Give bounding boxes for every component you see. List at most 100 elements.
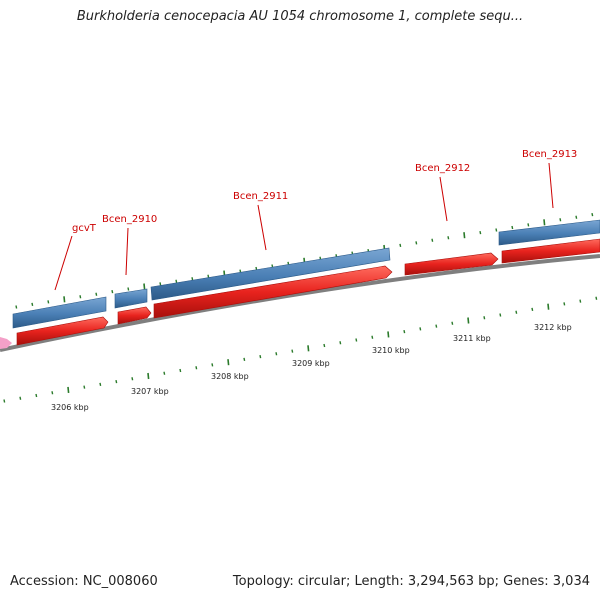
lower-tick-mark — [499, 313, 502, 317]
gene-bcen-2913-reverse[interactable] — [501, 238, 600, 264]
upper-tick-mark — [415, 241, 418, 245]
lower-tick-mark — [355, 338, 358, 342]
upper-tick-mark — [447, 236, 450, 240]
reverse-strand-genes — [16, 238, 600, 346]
lower-tick-mark — [3, 399, 6, 403]
gene-bcen-2911-forward[interactable] — [150, 247, 391, 301]
gene-bcen-2910-forward[interactable] — [114, 288, 148, 309]
upper-tick-mark — [175, 279, 178, 283]
kbp-label-3211: 3211 kbp — [453, 334, 491, 343]
leader-bcen-2911 — [257, 204, 267, 251]
upper-tick-mark — [47, 300, 50, 304]
upper-tick-mark — [399, 243, 402, 248]
upper-tick-mark — [463, 232, 466, 239]
lower-tick-mark — [291, 349, 294, 353]
lower-tick-mark — [179, 368, 182, 373]
lower-tick-mark — [419, 327, 422, 331]
gene-gcvT-forward[interactable] — [12, 296, 107, 329]
kbp-label-3209: 3209 kbp — [292, 359, 330, 368]
gene-label-bcen-2913[interactable]: Bcen_2913 — [522, 149, 577, 160]
lower-tick-mark — [211, 363, 214, 367]
gene-gcvT-reverse[interactable] — [16, 316, 109, 346]
lower-tick-mark — [275, 352, 278, 356]
kbp-label-3206: 3206 kbp — [51, 403, 89, 412]
leader-bcen-2912 — [439, 176, 448, 222]
lower-tick-mark — [339, 341, 342, 345]
upper-tick-mark — [543, 219, 546, 226]
accession-text: Accession: NC_008060 — [10, 574, 158, 589]
forward-strand-genes — [12, 219, 600, 329]
gene-label-gcvT[interactable]: gcvT — [72, 223, 97, 234]
lower-tick-mark — [19, 396, 22, 400]
upper-tick-mark — [495, 228, 498, 232]
lower-tick-mark — [467, 317, 470, 324]
upper-tick-mark — [143, 283, 146, 290]
kbp-labels: 3206 kbp 3207 kbp 3208 kbp 3209 kbp 3210… — [51, 323, 572, 412]
lower-tick-mark — [563, 302, 566, 306]
lower-tick-mark — [243, 357, 246, 362]
kbp-label-3210: 3210 kbp — [372, 346, 410, 355]
upper-tick-mark — [63, 296, 66, 303]
gene-bcen-2913-forward[interactable] — [498, 219, 600, 246]
upper-tick-mark — [527, 223, 530, 227]
lower-tick-mark — [195, 366, 198, 370]
lower-tick-mark — [483, 316, 486, 320]
upper-tick-mark — [79, 295, 82, 299]
upper-tick-mark — [559, 218, 562, 222]
kbp-label-3208: 3208 kbp — [211, 372, 249, 381]
upper-tick-mark — [191, 277, 194, 281]
lower-tick-mark — [451, 321, 454, 325]
kbp-label-3207: 3207 kbp — [131, 387, 169, 396]
upper-tick-mark — [431, 238, 434, 242]
chromosome-backbone — [0, 254, 600, 352]
upper-tick-mark — [31, 302, 34, 307]
lower-tick-mark — [435, 324, 438, 328]
gene-label-bcen-2911[interactable]: Bcen_2911 — [233, 191, 288, 202]
upper-tick-mark — [207, 274, 210, 278]
lower-tick-mark — [131, 377, 134, 381]
upper-tick-mark — [111, 289, 114, 294]
lower-tick-mark — [67, 386, 70, 393]
lower-tick-row — [3, 296, 598, 403]
lower-tick-mark — [83, 385, 86, 389]
lower-tick-mark — [307, 345, 310, 352]
lower-tick-mark — [531, 307, 534, 312]
lower-tick-mark — [403, 329, 406, 334]
gene-label-bcen-2910[interactable]: Bcen_2910 — [102, 214, 157, 225]
kbp-label-3212: 3212 kbp — [534, 323, 572, 332]
lower-tick-mark — [323, 343, 326, 348]
upper-tick-mark — [159, 282, 162, 286]
upper-tick-mark — [591, 212, 594, 217]
lower-tick-mark — [579, 299, 582, 303]
upper-tick-mark — [15, 305, 18, 309]
lower-tick-mark — [147, 372, 150, 380]
sequence-info-text: Topology: circular; Length: 3,294,563 bp… — [232, 574, 590, 589]
upper-tick-mark — [95, 292, 98, 296]
lower-tick-mark — [547, 303, 550, 310]
lower-tick-mark — [35, 393, 38, 398]
leader-gcvT — [54, 235, 73, 291]
upper-tick-mark — [127, 287, 130, 291]
gene-bcen-2911-reverse[interactable] — [153, 265, 393, 319]
lower-tick-mark — [163, 371, 166, 375]
gene-bcen-2910-reverse[interactable] — [117, 306, 152, 325]
upper-tick-mark — [479, 230, 482, 235]
lower-tick-mark — [387, 331, 390, 338]
lower-tick-mark — [371, 335, 374, 339]
leader-bcen-2910 — [125, 227, 129, 276]
gene-bcen-2912-reverse[interactable] — [404, 252, 499, 276]
lower-tick-mark — [595, 296, 598, 300]
map-title: Burkholderia cenocepacia AU 1054 chromos… — [76, 9, 524, 24]
label-leaders — [54, 162, 554, 291]
lower-tick-mark — [51, 391, 54, 395]
upper-tick-mark — [575, 215, 578, 219]
gene-labels: gcvT Bcen_2910 Bcen_2911 Bcen_2912 Bcen_… — [72, 149, 577, 234]
gene-label-bcen-2912[interactable]: Bcen_2912 — [415, 163, 470, 174]
pink-marker[interactable] — [0, 337, 12, 349]
lower-tick-mark — [115, 379, 118, 384]
lower-tick-mark — [515, 310, 518, 314]
leader-bcen-2913 — [548, 162, 554, 209]
lower-tick-mark — [227, 359, 230, 366]
lower-tick-mark — [99, 382, 102, 387]
